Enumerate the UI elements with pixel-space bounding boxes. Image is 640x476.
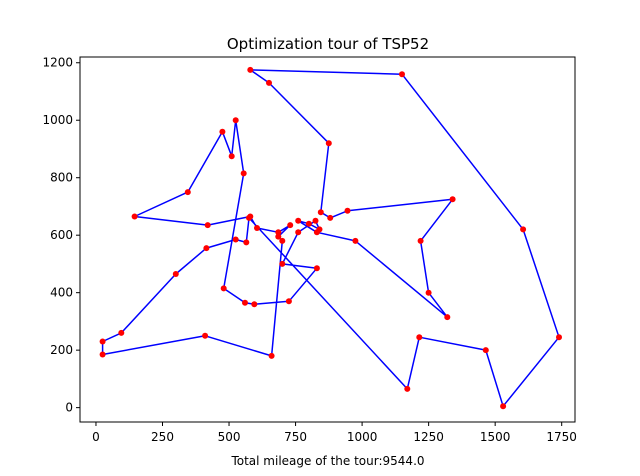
city-point — [313, 265, 320, 272]
plot-frame — [79, 56, 576, 423]
y-axis: 0 200 400 600 800 1000 1200 — [42, 56, 80, 415]
city-point — [279, 260, 286, 267]
y-tick-label: 1000 — [42, 113, 73, 127]
city-point — [417, 237, 424, 244]
y-tick-label: 0 — [65, 401, 73, 415]
city-point — [242, 299, 248, 306]
city-point — [246, 214, 252, 221]
plot-area — [99, 66, 562, 410]
city-point — [275, 229, 282, 236]
x-tick-label: 1250 — [413, 430, 444, 444]
x-tick-label: 500 — [218, 430, 241, 444]
y-tick-label: 400 — [50, 286, 73, 300]
city-point — [295, 229, 302, 236]
x-tick-label: 1750 — [546, 430, 577, 444]
city-point — [220, 285, 227, 292]
city-point — [500, 403, 507, 410]
city-point — [232, 236, 239, 243]
city-point — [416, 334, 423, 341]
y-tick-label: 800 — [50, 171, 73, 185]
city-point — [247, 66, 254, 73]
city-point — [305, 220, 312, 227]
y-tick-label: 600 — [50, 228, 73, 242]
city-point — [219, 128, 226, 135]
x-tick-label: 1500 — [480, 430, 511, 444]
city-point — [99, 338, 106, 345]
city-point — [344, 207, 351, 214]
city-point — [425, 289, 432, 296]
city-point — [204, 222, 211, 229]
city-point — [520, 226, 527, 233]
city-point — [99, 351, 106, 358]
y-tick-label: 200 — [50, 343, 73, 357]
y-tick-label: 1200 — [42, 56, 73, 70]
city-point — [449, 196, 456, 203]
city-point — [279, 237, 286, 244]
city-point — [444, 314, 451, 321]
x-axis: 0 250 500 750 1000 1250 1500 1750 — [92, 422, 577, 444]
city-point — [118, 329, 125, 336]
city-point — [202, 332, 209, 339]
city-point — [228, 153, 235, 160]
city-point — [399, 71, 405, 78]
city-point — [287, 222, 294, 229]
x-axis-label: Total mileage of the tour:9544.0 — [230, 454, 424, 468]
city-point — [184, 189, 191, 196]
tour-line — [101, 69, 560, 407]
city-point — [172, 271, 179, 277]
city-point — [268, 352, 275, 359]
city-point — [251, 301, 258, 308]
city-point — [316, 226, 323, 233]
x-tick-label: 0 — [92, 430, 100, 444]
chart-title: Optimization tour of TSP52 — [227, 35, 429, 53]
city-point — [352, 237, 359, 244]
city-point — [312, 217, 319, 224]
city-point — [482, 347, 489, 354]
city-point — [240, 170, 247, 177]
city-point — [232, 117, 239, 124]
city-point — [404, 385, 411, 392]
x-tick-label: 250 — [151, 430, 174, 444]
city-point — [556, 334, 562, 341]
city-point — [317, 209, 324, 216]
city-point — [295, 217, 302, 224]
city-point — [203, 245, 210, 252]
city-point — [325, 140, 332, 147]
city-point — [327, 214, 334, 221]
city-point — [254, 225, 260, 231]
x-tick-label: 1000 — [347, 430, 378, 444]
city-point — [285, 298, 292, 305]
city-point — [275, 233, 282, 240]
x-tick-label: 750 — [284, 430, 307, 444]
city-point — [243, 239, 250, 246]
city-point — [131, 213, 138, 220]
city-point — [266, 79, 272, 86]
